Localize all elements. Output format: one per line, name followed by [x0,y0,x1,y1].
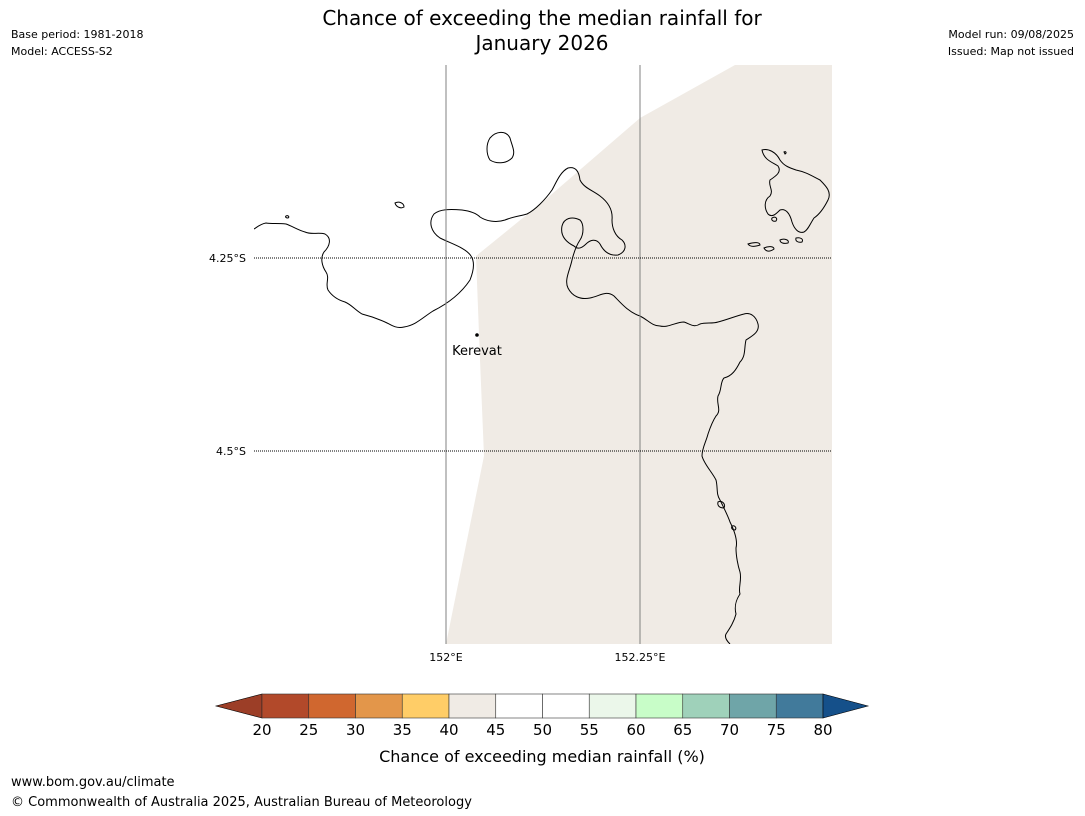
colorbar-tick-label: 70 [720,721,739,739]
colorbar-tick-label: 45 [486,721,505,739]
colorbar-tick-label: 20 [252,721,271,739]
map-area [254,65,832,644]
model-run: Model run: 09/08/2025 [948,28,1074,41]
island-duke-of-york-south-5 [771,216,778,222]
colorbar-bin [355,693,403,719]
island-watom [486,131,515,164]
colorbar-tick-label: 25 [299,721,318,739]
lon-label-152e: 152°E [429,651,462,664]
issued-status: Issued: Map not issued [947,45,1074,58]
island-dot-4 [731,525,737,531]
kerevat-marker [475,333,479,337]
colorbar-bin [682,693,730,719]
coastline-gazelle-peninsula [430,167,759,644]
island-dot-3 [717,501,725,509]
colorbar-tick-label: 30 [346,721,365,739]
kerevat-label: Kerevat [452,344,502,359]
island-dot-2 [783,151,787,155]
base-period: Base period: 1981-2018 [11,28,144,41]
island-duke-of-york-south-4 [795,237,803,243]
coastline-new-britain [254,222,474,328]
colorbar-bin [542,693,590,719]
colorbar-bin [588,693,637,719]
model-name: Model: ACCESS-S2 [11,45,113,58]
title-line-1: Chance of exceeding the median rainfall … [322,6,762,30]
footer-url: www.bom.gov.au/climate [11,775,175,790]
footer-copyright: © Commonwealth of Australia 2025, Austra… [11,795,472,810]
lon-label-152-25e: 152.25°E [615,651,666,664]
colorbar-bin [775,693,824,719]
colorbar-tick-label: 75 [767,721,786,739]
colorbar-tick-label: 60 [626,721,645,739]
meta-right: Model run: 09/08/2025 Issued: Map not is… [948,26,1074,60]
colorbar: 20 25 30 35 40 45 50 55 60 65 70 75 80 [214,693,870,739]
lat-label-4-25s: 4.25°S [209,252,246,265]
colorbar-tick-label: 40 [439,721,458,739]
colorbar-bin [729,693,777,719]
island-duke-of-york-south-2 [763,246,775,252]
meta-left: Base period: 1981-2018 Model: ACCESS-S2 [11,26,143,60]
probability-region-40-45 [446,65,832,644]
colorbar-tick-label: 35 [393,721,412,739]
colorbar-bin [495,693,543,719]
colorbar-bin [448,693,497,719]
map-title: Chance of exceeding the median rainfall … [242,6,842,56]
colorbar-bin [308,693,356,719]
island-duke-of-york-south-3 [779,238,789,244]
colorbar-bin [401,693,450,719]
colorbar-tick-label: 50 [533,721,552,739]
colorbar-tick-label: 80 [813,721,832,739]
lat-label-4-5s: 4.5°S [216,445,246,458]
title-line-2: January 2026 [475,31,609,55]
colorbar-under-arrow [214,693,263,719]
island-duke-of-york-main [761,149,830,233]
colorbar-bin [261,693,310,719]
colorbar-label: Chance of exceeding median rainfall (%) [379,747,705,766]
colorbar-over-arrow [822,693,870,719]
colorbar-tick-label: 55 [580,721,599,739]
island-small-west [394,201,405,209]
island-dot-1 [285,215,290,219]
colorbar-bin [635,693,684,719]
island-duke-of-york-south [747,242,761,247]
colorbar-tick-label: 65 [673,721,692,739]
